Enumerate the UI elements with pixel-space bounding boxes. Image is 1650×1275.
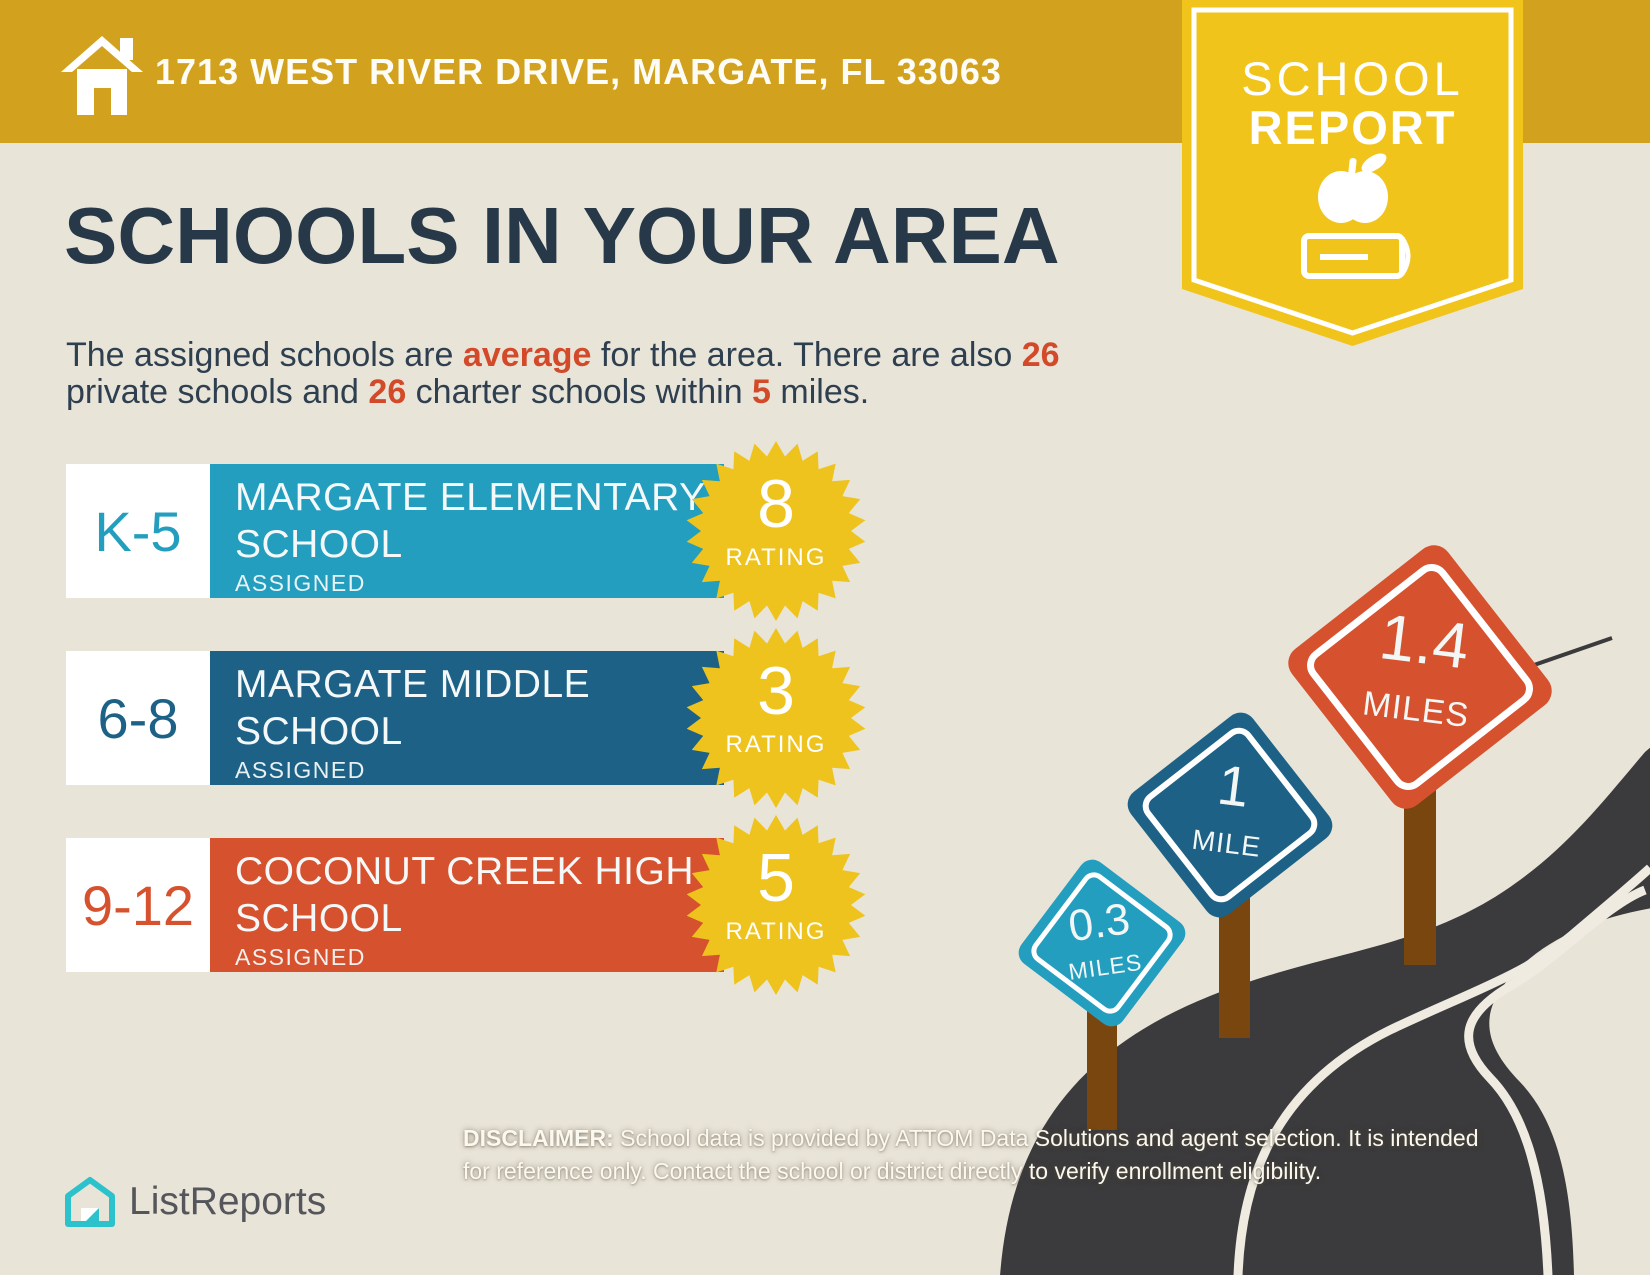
rating-value: 8	[757, 466, 795, 542]
listreports-house-icon	[65, 1177, 115, 1227]
school-row-high: 9-12 COCONUT CREEK HIGH SCHOOL ASSIGNED …	[66, 815, 876, 995]
diamond-sign-border	[1142, 727, 1318, 903]
listreports-wordmark: ListReports	[129, 1180, 327, 1223]
rating-badge: 3 RATING	[686, 628, 866, 808]
rating-label: RATING	[725, 731, 827, 758]
disclaimer-label: DISCLAIMER:	[463, 1125, 614, 1151]
grade-range: K-5	[66, 464, 210, 598]
rating-value: 5	[757, 840, 795, 916]
school-bar: COCONUT CREEK HIGH SCHOOL ASSIGNED	[210, 838, 724, 972]
disclaimer: DISCLAIMER: School data is provided by A…	[463, 1122, 1503, 1188]
badge-title-line2: REPORT	[1249, 101, 1457, 154]
school-name: MARGATE MIDDLE SCHOOL	[235, 663, 591, 753]
diamond-sign-shape	[1288, 545, 1552, 809]
distance-sign-elementary: 0.3 MILES	[1018, 859, 1186, 1027]
home-icon	[61, 36, 143, 115]
rating-badge: 5 RATING	[686, 815, 866, 995]
school-name: MARGATE ELEMENTARY SCHOOL	[235, 476, 705, 566]
listreports-logo: ListReports	[64, 1176, 326, 1228]
school-row-elementary: K-5 MARGATE ELEMENTARY SCHOOL ASSIGNED 8…	[66, 441, 876, 621]
distance-value: 1	[1214, 753, 1253, 819]
assigned-label: ASSIGNED	[235, 757, 366, 783]
apple-book-icon	[1301, 153, 1411, 279]
diamond-sign-border	[1031, 872, 1173, 1014]
school-name: COCONUT CREEK HIGH SCHOOL	[235, 850, 694, 940]
distance-value: 1.4	[1376, 600, 1473, 682]
road-edge-line-right	[1464, 885, 1647, 1275]
school-report-badge: SCHOOL REPORT	[1182, 0, 1523, 346]
rating-badge: 8 RATING	[686, 441, 866, 621]
diamond-sign-shape	[1127, 712, 1333, 918]
school-bar: MARGATE ELEMENTARY SCHOOL ASSIGNED	[210, 464, 724, 598]
assigned-label: ASSIGNED	[235, 570, 366, 596]
rating-label: RATING	[725, 918, 827, 945]
assigned-label: ASSIGNED	[235, 944, 366, 970]
diamond-sign-border	[1307, 564, 1533, 790]
diamond-sign-shape	[1018, 859, 1186, 1027]
distance-sign-high: 1.4 MILES	[1288, 545, 1552, 809]
school-bar: MARGATE MIDDLE SCHOOL ASSIGNED	[210, 651, 724, 785]
page-title: SCHOOLS IN YOUR AREA	[64, 191, 1060, 280]
school-row-middle: 6-8 MARGATE MIDDLE SCHOOL ASSIGNED 3 RAT…	[66, 628, 876, 808]
disclaimer-line2: for reference only. Contact the school o…	[463, 1158, 1322, 1184]
distance-sign-middle: 1 MILE	[1127, 712, 1333, 918]
property-address: 1713 WEST RIVER DRIVE, MARGATE, FL 33063	[155, 50, 1002, 92]
badge-title-line1: SCHOOL	[1241, 52, 1464, 105]
road-edge-line-left	[1233, 864, 1650, 1275]
disclaimer-line1: School data is provided by ATTOM Data So…	[613, 1125, 1479, 1151]
rating-label: RATING	[725, 544, 827, 571]
distance-value: 0.3	[1065, 894, 1132, 951]
subtitle: The assigned schools are average for the…	[66, 336, 1060, 411]
rating-value: 3	[757, 653, 795, 729]
grade-range: 6-8	[66, 651, 210, 785]
road	[1000, 747, 1650, 1275]
grade-range: 9-12	[66, 838, 210, 972]
